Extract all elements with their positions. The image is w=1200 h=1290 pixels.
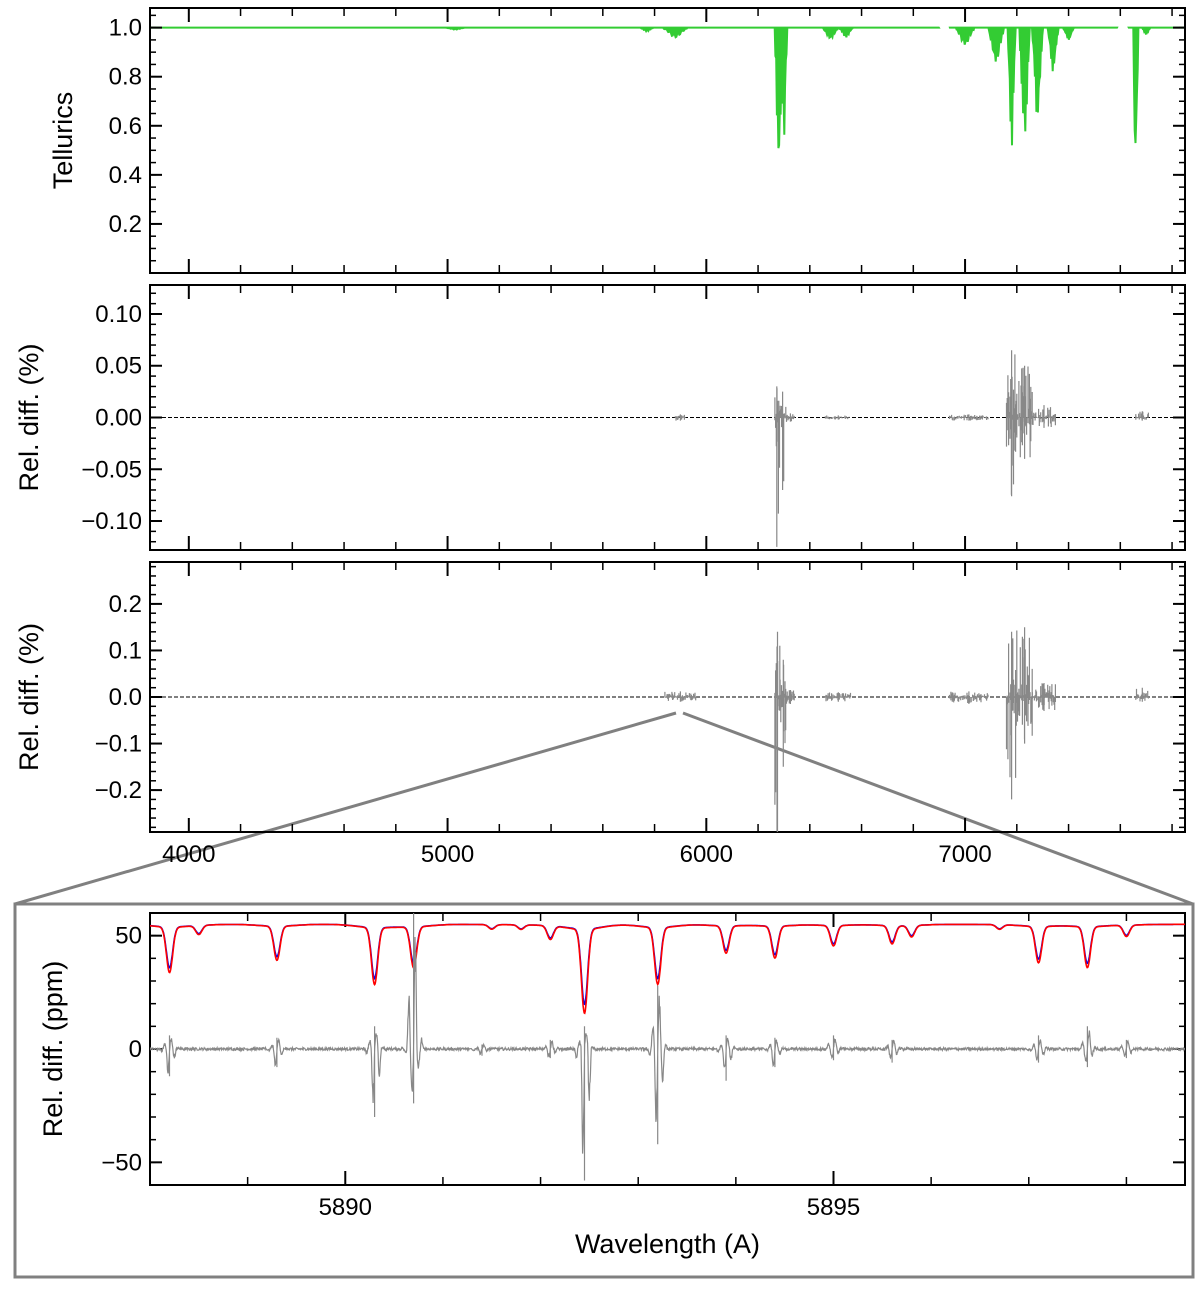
residual-series-segment: [1135, 687, 1149, 702]
panel-tellurics: 0.2 0.4 0.6 0.8 1.0 Tellurics: [48, 7, 1186, 274]
tellurics-series-segment: [948, 26, 1119, 146]
x-tick-label: 5890: [319, 1194, 372, 1221]
residual-series-segment: [1016, 627, 1033, 744]
residual-series-segment: [1005, 631, 1017, 800]
y-tick-label: 0.4: [109, 162, 142, 189]
panel-residual-2: −0.2 −0.1 0.0 0.1 0.2 4000 5000 6000 7000 Rel. di…: [14, 561, 1186, 868]
y-tick-label: 0.0: [109, 684, 142, 711]
y-tick-label: 0: [129, 1036, 142, 1063]
y-tick-label: 1.0: [109, 15, 142, 42]
y-tick-label: 0.8: [109, 64, 142, 91]
y-tick-label: −0.2: [95, 777, 142, 804]
y-tick-label: 0.6: [109, 113, 142, 140]
y-tick-label: −0.1: [95, 731, 142, 758]
y-tick-label: 0.05: [95, 353, 142, 380]
y-tick-label: −50: [101, 1149, 142, 1176]
residual-series-segment: [774, 631, 781, 832]
y-tick-label: 0.10: [95, 301, 142, 328]
y-tick-label: −0.10: [81, 508, 142, 535]
residual-series-segment: [1031, 683, 1056, 711]
y-tick-label: 0.00: [95, 405, 142, 432]
panel-zoom: −50 0 50 5890 5895 Rel. diff. (ppm) Wavelength…: [38, 912, 1186, 1259]
residual-series-segment: [1016, 365, 1033, 459]
x-tick-label: 7000: [938, 841, 991, 868]
tellurics-series-segment: [149, 26, 941, 149]
residual-series-segment: [674, 414, 686, 421]
y-tick-label: −0.05: [81, 456, 142, 483]
residual-series-segment: [785, 413, 795, 422]
zoom-connector-left: [14, 711, 677, 906]
residual-series-segment: [948, 414, 989, 421]
panel-residual-1: −0.10 −0.05 0.00 0.05 0.10 Rel. diff. (%): [14, 284, 1186, 551]
model-series-line: [150, 923, 1185, 1015]
residual-series-segment: [664, 691, 697, 702]
zoom-plot-area: [150, 913, 1185, 1181]
x-axis-label: Wavelength (A): [575, 1229, 760, 1259]
x-tick-label: 4000: [162, 841, 215, 868]
residual-series-segment: [824, 692, 852, 702]
x-tick-label: 6000: [680, 841, 733, 868]
y-axis-label: Rel. diff. (%): [14, 343, 44, 491]
residual-series-segment: [824, 415, 850, 420]
x-tick-label: 5895: [807, 1194, 860, 1221]
residual-series-segment: [778, 391, 788, 490]
residual-series-segment: [774, 386, 779, 547]
y-tick-label: 0.1: [109, 637, 142, 664]
residual-series-line: [150, 913, 1185, 1181]
residual-series-segment: [1135, 411, 1149, 421]
zoom-connector-right: [682, 711, 1194, 906]
residual-series-segment: [785, 690, 795, 704]
y-axis-label: Tellurics: [48, 92, 78, 190]
y-tick-label: 0.2: [109, 211, 142, 238]
zoom-box-frame: [13, 902, 1195, 1279]
plot-frame: [149, 7, 1186, 274]
x-tick-label: 5000: [421, 841, 474, 868]
y-axis-label: Rel. diff. (ppm): [38, 961, 68, 1138]
y-tick-label: 50: [115, 923, 142, 950]
residual-series-segment: [1031, 405, 1056, 428]
y-axis-label: Rel. diff. (%): [14, 623, 44, 771]
y-tick-label: 0.2: [109, 591, 142, 618]
residual-series-segment: [948, 691, 989, 704]
residual-series-segment: [1005, 350, 1017, 497]
